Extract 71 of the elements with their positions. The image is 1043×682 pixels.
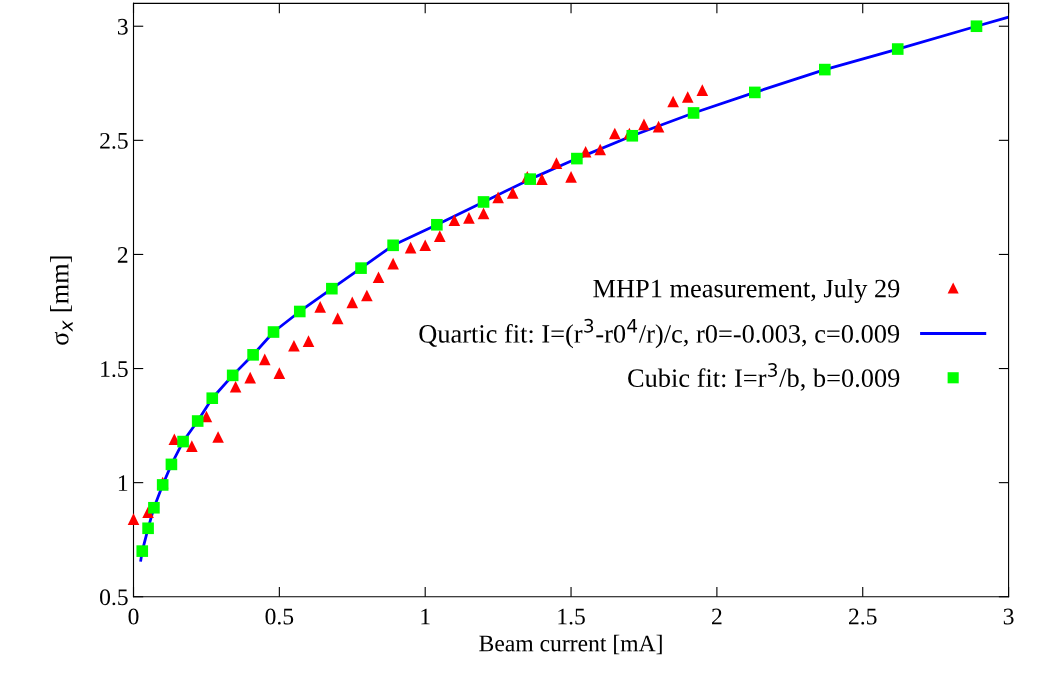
x-tick-label: 3 [1003,608,1014,625]
point [506,187,519,199]
point [477,207,490,220]
y-axis-title: σ$_{x}$ [mm] [50,256,73,345]
point [594,143,607,156]
point [177,435,189,448]
point [229,380,242,393]
point [565,171,577,183]
y-tick-label: 2 [117,247,128,263]
x-tick-label: 2.5 [849,608,877,625]
y-tick-label: 0.5 [100,589,128,606]
point [226,369,239,382]
point [463,212,475,224]
point [638,118,650,131]
point [191,415,204,427]
point [419,239,432,252]
x-tick-label: 1 [421,608,430,625]
point [819,63,831,76]
point [891,43,904,55]
y-tick-label: 1.5 [101,361,128,378]
point [302,335,315,347]
legend-label: Cubic fit: I=r$^{3}$/b, b=0.009 [628,362,900,391]
point [667,95,679,108]
point [247,349,259,361]
y-tick-label: 3 [117,18,128,35]
point [258,353,271,366]
point [136,545,149,557]
point [749,86,761,99]
legend-label: MHP1 measurement, July 29 [593,278,900,303]
point [165,458,178,471]
point [652,120,665,133]
point [314,301,326,313]
point [273,367,286,379]
point [970,20,983,33]
point [687,107,700,119]
point [571,152,583,165]
point [608,127,621,140]
point [696,84,709,96]
point [186,440,198,452]
point [267,326,280,338]
point [206,392,219,405]
point [331,312,344,325]
legend-label: Quartic fit: I=(r$^{3}$-r0$^{4}$/r)/c, r0=-0.003, c=0.009 [419,318,900,349]
point [288,339,300,352]
x-axis-title: Beam current [mA] [479,634,662,655]
point [355,262,367,274]
point [142,522,154,535]
point [387,239,399,252]
point [681,91,694,103]
point [127,513,140,525]
point [448,214,461,227]
point [431,218,443,231]
point [326,282,338,295]
point [372,271,385,284]
x-tick-label: 0 [128,608,139,625]
point [361,289,373,302]
point [433,230,446,242]
y-tick-label: 1 [118,475,128,491]
point [536,173,548,185]
x-tick-label: 2 [712,608,722,625]
x-tick-label: 1.5 [558,608,585,625]
x-tick-label: 0.5 [265,608,294,625]
point [212,431,224,443]
point [492,191,504,204]
point [346,296,359,309]
point [293,305,306,318]
y-tick-label: 2.5 [100,132,128,149]
point [404,241,417,254]
point [550,157,563,169]
point [148,501,160,514]
point [477,196,490,208]
